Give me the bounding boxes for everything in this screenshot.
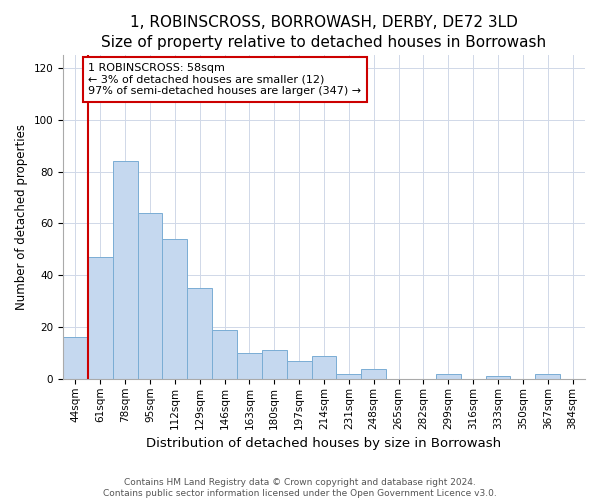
Bar — [187, 288, 212, 379]
Bar — [88, 257, 113, 379]
Bar — [113, 162, 137, 379]
Bar — [137, 213, 163, 379]
Bar — [361, 368, 386, 379]
Bar — [287, 361, 311, 379]
X-axis label: Distribution of detached houses by size in Borrowash: Distribution of detached houses by size … — [146, 437, 502, 450]
Bar — [535, 374, 560, 379]
Bar — [311, 356, 337, 379]
Text: Contains HM Land Registry data © Crown copyright and database right 2024.
Contai: Contains HM Land Registry data © Crown c… — [103, 478, 497, 498]
Bar — [237, 353, 262, 379]
Bar — [212, 330, 237, 379]
Bar — [436, 374, 461, 379]
Bar — [163, 239, 187, 379]
Bar — [485, 376, 511, 379]
Bar — [63, 338, 88, 379]
Title: 1, ROBINSCROSS, BORROWASH, DERBY, DE72 3LD
Size of property relative to detached: 1, ROBINSCROSS, BORROWASH, DERBY, DE72 3… — [101, 15, 547, 50]
Bar — [262, 350, 287, 379]
Text: 1 ROBINSCROSS: 58sqm
← 3% of detached houses are smaller (12)
97% of semi-detach: 1 ROBINSCROSS: 58sqm ← 3% of detached ho… — [88, 63, 362, 96]
Bar — [337, 374, 361, 379]
Y-axis label: Number of detached properties: Number of detached properties — [15, 124, 28, 310]
